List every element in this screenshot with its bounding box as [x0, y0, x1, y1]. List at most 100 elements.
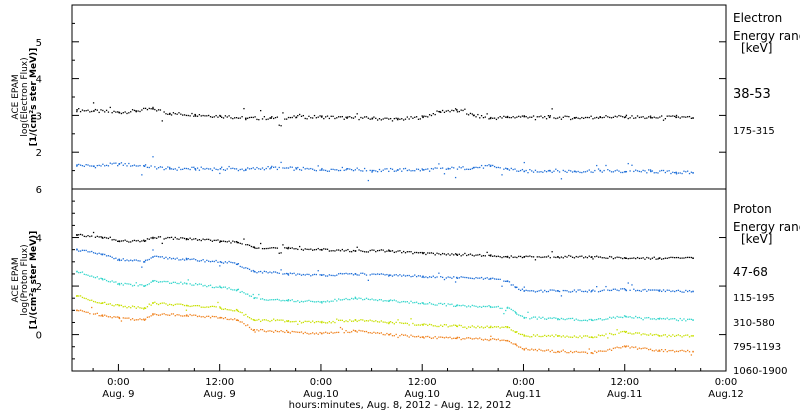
- data-point: [328, 117, 331, 120]
- data-point: [640, 290, 642, 292]
- series-310-580: [76, 270, 694, 322]
- data-point: [432, 325, 434, 327]
- data-point: [248, 295, 251, 297]
- data-point: [159, 166, 162, 168]
- data-point: [328, 320, 331, 323]
- data-point: [415, 324, 418, 326]
- data-point: [170, 236, 173, 238]
- data-point: [234, 117, 236, 119]
- data-point: [568, 169, 570, 172]
- data-point: [122, 240, 124, 242]
- data-point: [185, 314, 188, 317]
- data-point: [378, 321, 381, 323]
- data-point: [472, 166, 475, 169]
- data-point: [480, 115, 483, 117]
- data-point: [623, 288, 626, 290]
- data-point: [204, 168, 206, 170]
- data-point: [230, 318, 232, 320]
- data-point: [389, 321, 392, 323]
- data-point: [137, 260, 139, 262]
- data-point: [536, 334, 538, 336]
- data-point: [137, 239, 139, 242]
- data-point: [544, 318, 546, 320]
- data-point: [614, 333, 616, 336]
- data-point: [221, 308, 223, 310]
- data-point: [380, 273, 382, 275]
- data-point: [620, 115, 622, 117]
- data-point: [462, 166, 464, 168]
- data-point: [406, 335, 408, 337]
- data-point: [675, 114, 678, 117]
- data-point: [313, 273, 316, 276]
- data-point: [226, 241, 228, 243]
- data-point: [198, 315, 201, 317]
- data-point: [493, 338, 496, 340]
- data-point: [430, 337, 433, 340]
- data-point: [536, 256, 538, 258]
- data-point: [128, 283, 130, 285]
- data-point: [349, 319, 351, 321]
- data-point: [250, 328, 253, 330]
- data-point: [224, 240, 227, 243]
- data-point: [391, 275, 394, 277]
- data-point: [432, 113, 434, 115]
- data-point: [380, 119, 382, 121]
- data-point: [666, 170, 668, 172]
- data-point: [118, 304, 121, 307]
- data-point: [226, 308, 228, 311]
- data-point: [430, 252, 433, 254]
- data-point: [341, 115, 343, 118]
- data-point: [479, 277, 481, 279]
- data-point: [247, 267, 249, 270]
- data-point: [167, 258, 169, 260]
- data-point: [583, 319, 585, 321]
- data-point: [297, 166, 299, 169]
- data-point: [209, 305, 212, 308]
- data-point: [234, 310, 236, 312]
- data-point: [102, 315, 104, 317]
- data-point: [588, 169, 590, 171]
- data-point: [360, 250, 362, 252]
- data-point: [658, 290, 661, 292]
- data-point: [521, 288, 524, 290]
- data-point: [211, 260, 214, 262]
- data-point: [362, 250, 364, 253]
- data-point: [453, 305, 455, 307]
- data-point: [349, 250, 351, 253]
- data-point: [92, 102, 95, 104]
- data-point: [118, 111, 121, 114]
- data-point: [191, 258, 193, 260]
- data-point: [287, 247, 289, 250]
- data-point: [102, 163, 104, 165]
- data-point: [557, 350, 559, 353]
- data-point: [143, 261, 145, 263]
- data-point: [293, 320, 295, 323]
- data-point: [514, 331, 516, 333]
- data-point: [92, 300, 95, 303]
- data-point: [271, 330, 273, 332]
- data-point: [118, 240, 121, 243]
- data-point: [235, 263, 238, 265]
- data-point: [273, 318, 275, 320]
- data-point: [653, 172, 655, 174]
- data-point: [633, 346, 635, 349]
- data-point: [189, 313, 191, 316]
- data-point: [312, 274, 314, 276]
- data-point: [261, 329, 264, 331]
- data-point: [412, 275, 414, 278]
- data-point: [111, 304, 113, 306]
- data-point: [555, 317, 557, 319]
- data-point: [253, 297, 256, 300]
- data-point: [466, 327, 468, 330]
- data-point: [256, 247, 258, 250]
- data-point: [286, 272, 288, 275]
- data-point: [326, 332, 329, 334]
- data-point: [291, 321, 293, 323]
- data-point: [211, 305, 214, 307]
- data-point: [182, 258, 184, 260]
- data-point: [350, 117, 353, 119]
- data-point: [161, 302, 163, 304]
- data-point: [144, 307, 147, 309]
- data-point: [280, 300, 282, 302]
- data-point: [302, 332, 305, 335]
